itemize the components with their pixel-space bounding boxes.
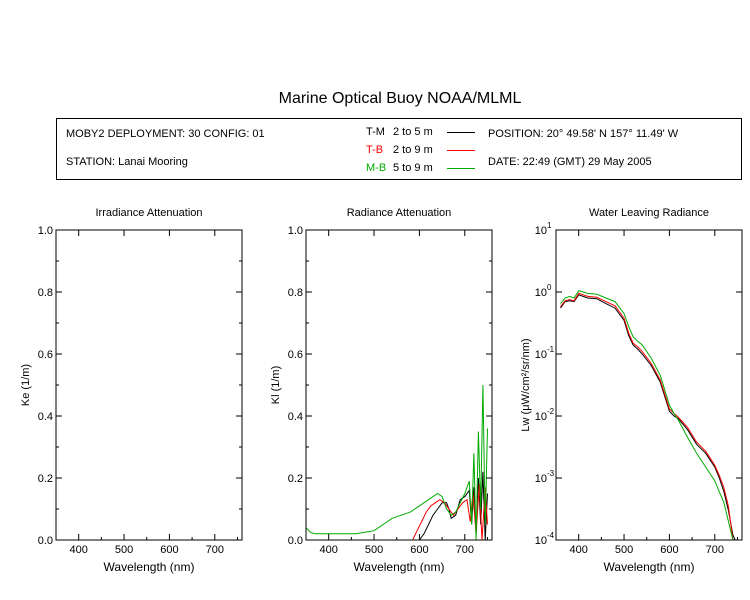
- y-tick-label: 10: [535, 535, 547, 547]
- x-axis-label: Wavelength (nm): [104, 560, 195, 574]
- y-tick-label: 1.0: [38, 225, 53, 237]
- deployment-text: MOBY2 DEPLOYMENT: 30 CONFIG: 01: [66, 128, 265, 140]
- chart-main-title: Marine Optical Buoy NOAA/MLML: [278, 90, 522, 107]
- x-tick-label: 500: [115, 544, 133, 556]
- position-text: POSITION: 20° 49.58' N 157° 11.49' W: [488, 128, 679, 140]
- series-line-m-b: [306, 384, 488, 540]
- legend-code-tb: T-B: [366, 144, 384, 156]
- plot-frame: [55, 229, 243, 541]
- date-text: DATE: 22:49 (GMT) 29 May 2005: [488, 156, 652, 168]
- legend-code-mb: M-B: [366, 162, 387, 174]
- x-tick-label: 400: [70, 544, 88, 556]
- station-text: STATION: Lanai Mooring: [66, 156, 188, 168]
- y-tick-label: 1.0: [288, 225, 303, 237]
- y-axis-label: Kl (1/m): [270, 366, 282, 405]
- y-tick-label: 10: [535, 473, 547, 485]
- y-axis-label: Ke (1/m): [20, 364, 32, 406]
- x-tick-label: 600: [410, 544, 428, 556]
- x-tick-label: 600: [160, 544, 178, 556]
- y-tick-exponent: -4: [547, 531, 555, 540]
- x-tick-label: 600: [660, 544, 678, 556]
- x-tick-label: 700: [706, 544, 724, 556]
- plot-frame: [555, 229, 743, 541]
- y-tick-exponent: -2: [547, 407, 555, 416]
- info-panel: MOBY2 DEPLOYMENT: 30 CONFIG: 01 STATION:…: [56, 118, 742, 180]
- panel-title-2: Radiance Attenuation: [347, 207, 452, 219]
- y-tick-label: 0.2: [38, 473, 53, 485]
- x-axis-label: Wavelength (nm): [604, 560, 695, 574]
- series-line-m-b: [560, 290, 734, 540]
- y-tick-label: 0.0: [288, 535, 303, 547]
- legend-line-mb: [447, 168, 475, 169]
- y-tick-label: 0.6: [38, 349, 53, 361]
- y-tick-label: 10: [535, 225, 547, 237]
- y-tick-label: 0.6: [288, 349, 303, 361]
- legend-line-tm: [447, 132, 475, 133]
- y-tick-label: 10: [535, 287, 547, 299]
- x-tick-label: 500: [365, 544, 383, 556]
- legend-line-tb: [447, 150, 475, 151]
- plot-frame: [305, 229, 493, 541]
- series-line-t-b: [560, 292, 734, 540]
- y-tick-label: 0.0: [38, 535, 53, 547]
- x-tick-label: 700: [206, 544, 224, 556]
- x-axis-label: Wavelength (nm): [354, 560, 445, 574]
- panel-title-1: Irradiance Attenuation: [95, 207, 202, 219]
- y-tick-label: 0.4: [38, 411, 53, 423]
- series-line-t-m: [418, 471, 488, 540]
- legend-range-tb: 2 to 9 m: [393, 144, 433, 156]
- y-tick-label: 10: [535, 349, 547, 361]
- y-tick-label: 0.4: [288, 411, 303, 423]
- y-tick-exponent: -1: [547, 345, 555, 354]
- legend-code-tm: T-M: [366, 126, 385, 138]
- x-tick-label: 400: [320, 544, 338, 556]
- x-tick-label: 700: [456, 544, 474, 556]
- x-tick-label: 500: [615, 544, 633, 556]
- y-tick-label: 0.2: [288, 473, 303, 485]
- y-tick-exponent: -3: [547, 469, 555, 478]
- y-tick-exponent: 0: [547, 283, 552, 292]
- y-tick-exponent: 1: [547, 221, 552, 230]
- y-axis-label: Lw (μW/cm²/sr/nm): [520, 338, 532, 431]
- x-tick-label: 400: [570, 544, 588, 556]
- y-tick-label: 0.8: [38, 287, 53, 299]
- y-tick-label: 0.8: [288, 287, 303, 299]
- panel-title-3: Water Leaving Radiance: [589, 207, 709, 219]
- legend-range-mb: 5 to 9 m: [393, 162, 433, 174]
- series-line-t-m: [560, 294, 736, 540]
- legend-range-tm: 2 to 5 m: [393, 126, 433, 138]
- y-tick-label: 10: [535, 411, 547, 423]
